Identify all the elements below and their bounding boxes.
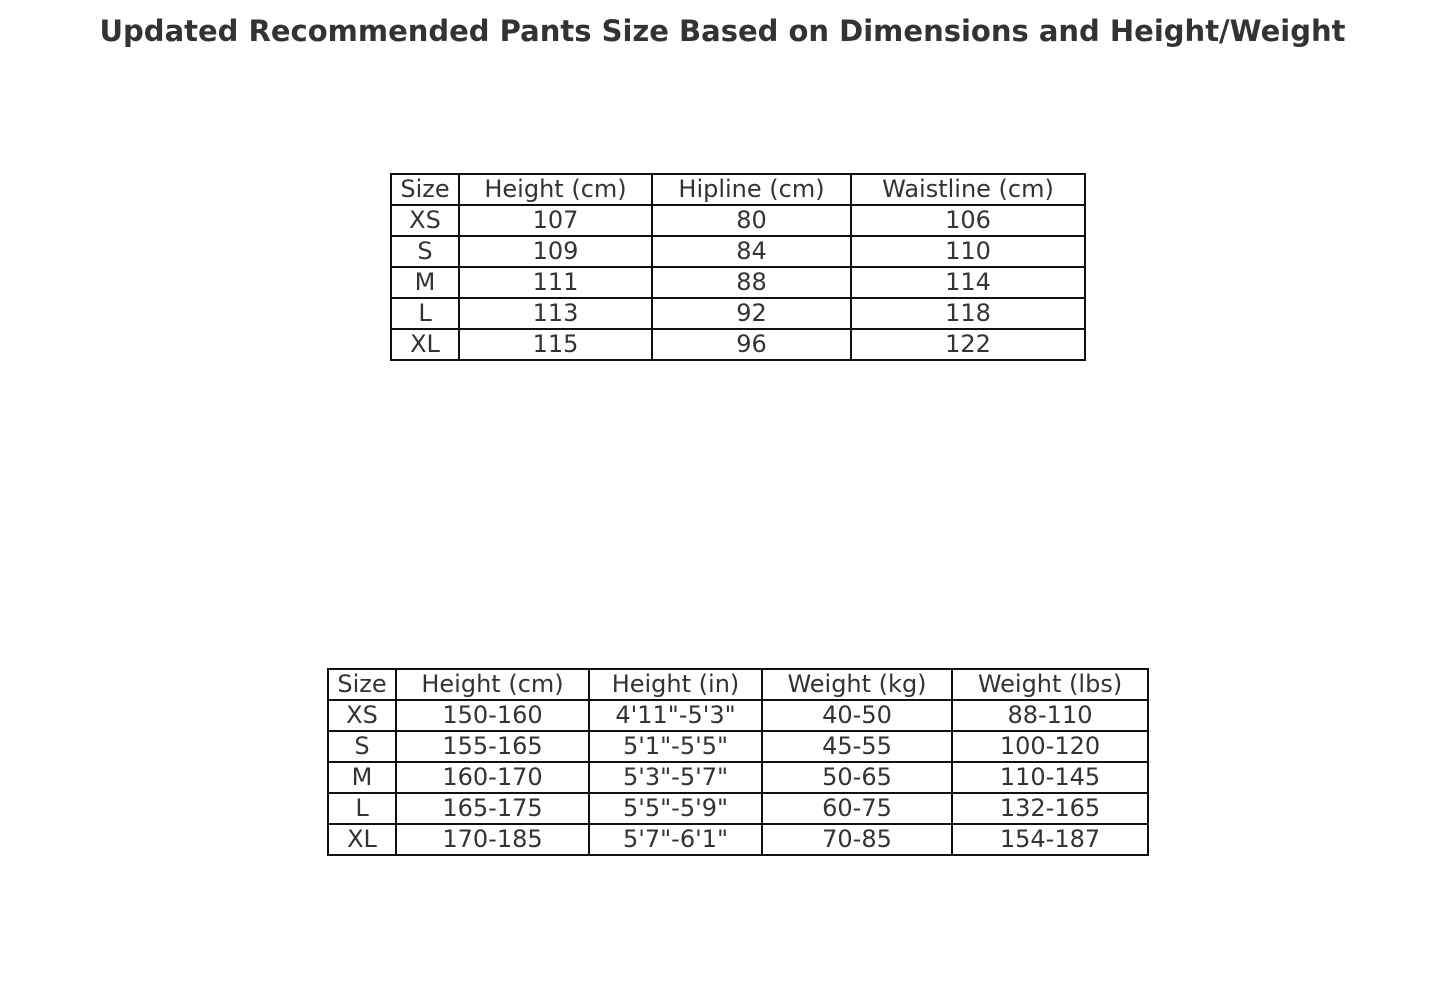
column-header: Waistline (cm) — [850, 173, 1086, 206]
table-cell: 88-110 — [951, 699, 1149, 732]
table-cell: 60-75 — [761, 792, 953, 825]
column-header: Height (cm) — [395, 668, 590, 701]
table-row: M 111 88 114 — [390, 266, 1086, 299]
table-cell: 155-165 — [395, 730, 590, 763]
table-row: L 113 92 118 — [390, 297, 1086, 330]
size-cell: M — [327, 761, 397, 794]
table-row: XL 115 96 122 — [390, 328, 1086, 361]
table-row: M 160-170 5'3"-5'7" 50-65 110-145 — [327, 761, 1149, 794]
table-cell: 113 — [458, 297, 653, 330]
column-header: Weight (lbs) — [951, 668, 1149, 701]
table-cell: 111 — [458, 266, 653, 299]
table-cell: 118 — [850, 297, 1086, 330]
table-cell: 50-65 — [761, 761, 953, 794]
size-cell: S — [390, 235, 460, 268]
table-cell: 114 — [850, 266, 1086, 299]
table-row: XS 150-160 4'11"-5'3" 40-50 88-110 — [327, 699, 1149, 732]
column-header: Weight (kg) — [761, 668, 953, 701]
size-cell: L — [390, 297, 460, 330]
table-cell: 165-175 — [395, 792, 590, 825]
table-cell: 150-160 — [395, 699, 590, 732]
table-row: S 109 84 110 — [390, 235, 1086, 268]
column-header: Size — [327, 668, 397, 701]
table-cell: 100-120 — [951, 730, 1149, 763]
height-weight-table: Size Height (cm) Height (in) Weight (kg) Wei… — [327, 668, 1149, 856]
table-cell: 109 — [458, 235, 653, 268]
header-row: Size Height (cm) Height (in) Weight (kg) Wei… — [327, 668, 1149, 701]
table-cell: 70-85 — [761, 823, 953, 856]
table-cell: 5'1"-5'5" — [588, 730, 763, 763]
size-cell: XL — [390, 328, 460, 361]
table-cell: 154-187 — [951, 823, 1149, 856]
table-cell: 170-185 — [395, 823, 590, 856]
size-cell: M — [390, 266, 460, 299]
table-cell: 88 — [651, 266, 852, 299]
table-cell: 160-170 — [395, 761, 590, 794]
table-cell: 106 — [850, 204, 1086, 237]
column-header: Hipline (cm) — [651, 173, 852, 206]
table-cell: 4'11"-5'3" — [588, 699, 763, 732]
table-cell: 40-50 — [761, 699, 953, 732]
table-cell: 5'7"-6'1" — [588, 823, 763, 856]
table-cell: 84 — [651, 235, 852, 268]
table-row: XS 107 80 106 — [390, 204, 1086, 237]
table-row: XL 170-185 5'7"-6'1" 70-85 154-187 — [327, 823, 1149, 856]
table-cell: 132-165 — [951, 792, 1149, 825]
table-cell: 115 — [458, 328, 653, 361]
size-cell: L — [327, 792, 397, 825]
size-cell: XS — [390, 204, 460, 237]
table-cell: 122 — [850, 328, 1086, 361]
table-cell: 107 — [458, 204, 653, 237]
table-cell: 5'5"-5'9" — [588, 792, 763, 825]
column-header: Size — [390, 173, 460, 206]
size-cell: XS — [327, 699, 397, 732]
table-cell: 110 — [850, 235, 1086, 268]
column-header: Height (cm) — [458, 173, 653, 206]
table-cell: 92 — [651, 297, 852, 330]
table-row: S 155-165 5'1"-5'5" 45-55 100-120 — [327, 730, 1149, 763]
table-cell: 96 — [651, 328, 852, 361]
table-row: L 165-175 5'5"-5'9" 60-75 132-165 — [327, 792, 1149, 825]
table-cell: 5'3"-5'7" — [588, 761, 763, 794]
figure-title: Updated Recommended Pants Size Based on … — [99, 14, 1346, 48]
dimensions-table: Size Height (cm) Hipline (cm) Waistline (cm… — [390, 173, 1086, 361]
header-row: Size Height (cm) Hipline (cm) Waistline (cm… — [390, 173, 1086, 206]
table-cell: 45-55 — [761, 730, 953, 763]
table-cell: 80 — [651, 204, 852, 237]
column-header: Height (in) — [588, 668, 763, 701]
table-cell: 110-145 — [951, 761, 1149, 794]
size-cell: S — [327, 730, 397, 763]
size-cell: XL — [327, 823, 397, 856]
